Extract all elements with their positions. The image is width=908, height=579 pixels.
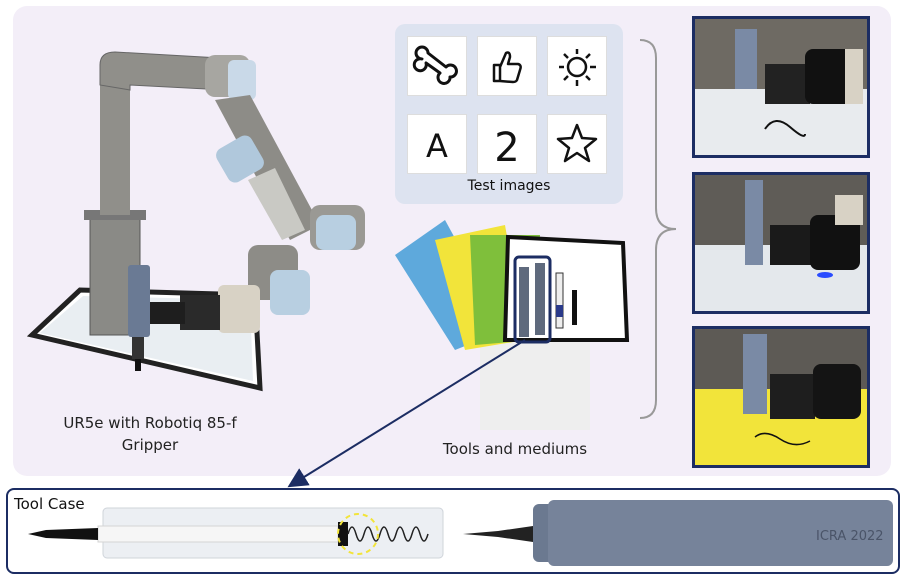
sun-icon	[547, 36, 607, 96]
robot-caption: UR5e with Robotiq 85-f Gripper	[30, 412, 270, 456]
tool-case-panel: ICRA 2022 Tool Case	[6, 488, 900, 574]
tools-and-mediums-illustration	[395, 220, 630, 430]
spring-highlight-circle	[337, 513, 379, 555]
grouping-brace	[639, 39, 677, 419]
tool-highlight-box	[513, 255, 552, 344]
bone-icon	[407, 36, 467, 96]
tool-case-illustration: ICRA 2022	[28, 500, 893, 566]
tools-and-mediums-label: Tools and mediums	[442, 440, 588, 458]
tool-case-engraving: ICRA 2022	[816, 529, 884, 544]
test-images-label: Test images	[467, 178, 551, 194]
photo-drawing-white-paper	[692, 172, 870, 314]
thumbs-up-icon	[477, 36, 537, 96]
photo-drawing-yellow-paper	[692, 326, 870, 468]
robot-arm-illustration	[26, 51, 365, 392]
letter-a: A	[426, 127, 448, 165]
robot-caption-line2: Gripper	[121, 436, 179, 454]
star-icon	[547, 114, 607, 174]
robot-caption-line1: UR5e with Robotiq 85-f	[63, 414, 237, 432]
letter-a-tile: A	[407, 114, 467, 174]
digit-2: 2	[494, 125, 519, 171]
digit-2-tile: 2	[477, 114, 537, 174]
photo-drawing-whiteboard	[692, 16, 870, 158]
tool-case-title: Tool Case	[14, 495, 85, 513]
tool-callout-arrow	[287, 339, 526, 488]
test-images-panel: A 2 Test images	[395, 24, 623, 204]
